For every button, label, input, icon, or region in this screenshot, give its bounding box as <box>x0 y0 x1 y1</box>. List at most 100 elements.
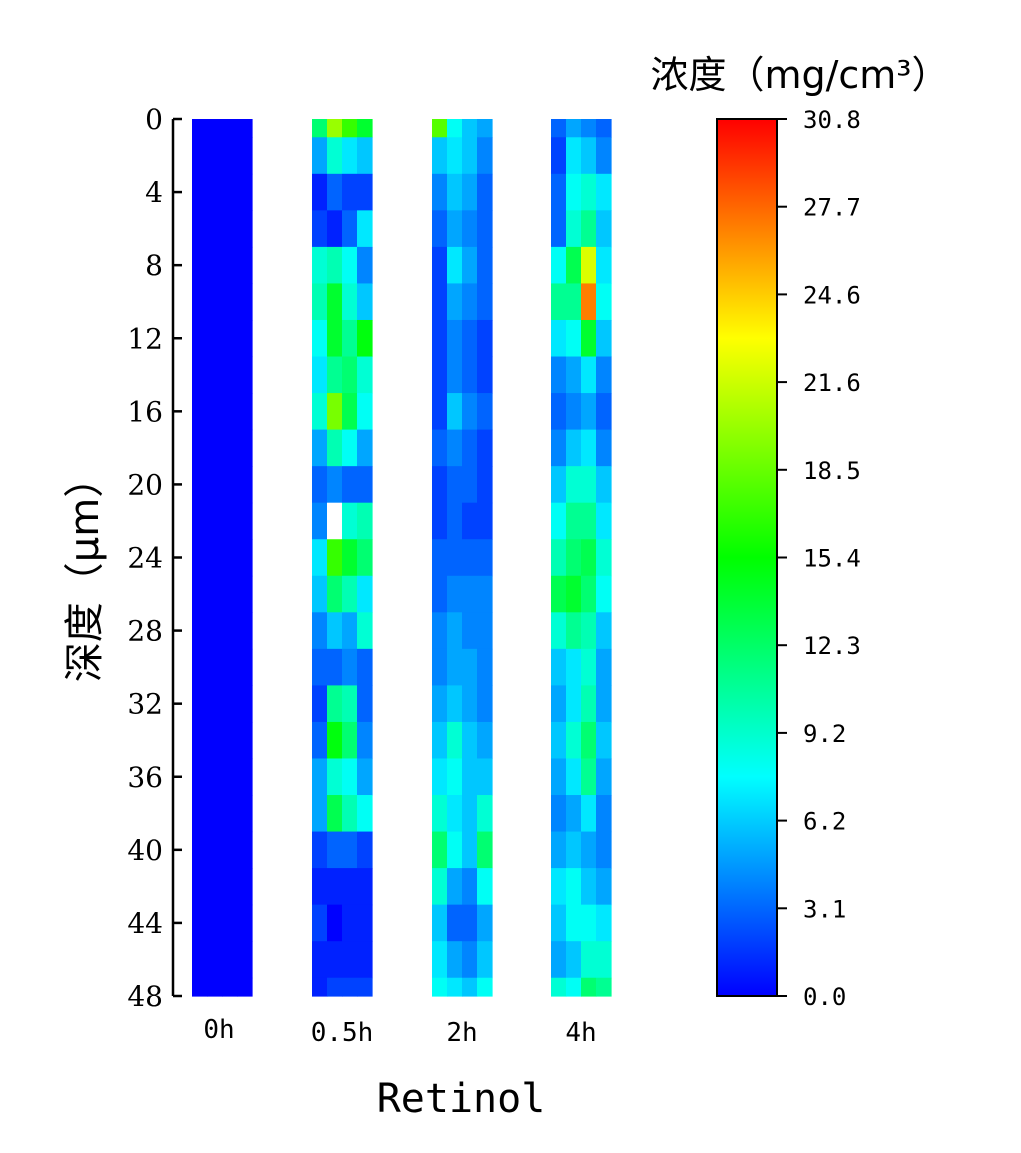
heat-cell <box>222 137 238 175</box>
heat-cell <box>207 648 223 686</box>
colorbar-tick-label: 30.8 <box>803 106 861 134</box>
heat-cell <box>566 283 582 321</box>
heat-cell <box>327 941 343 979</box>
heat-cell <box>581 502 597 540</box>
heat-cell <box>192 502 208 540</box>
heat-cell <box>447 758 463 796</box>
heat-strip-2h <box>432 119 493 997</box>
y-tick-label: 0 <box>145 103 163 136</box>
heat-cell <box>357 393 373 431</box>
colorbar-tick-label: 18.5 <box>803 457 861 485</box>
heat-cell <box>327 466 343 504</box>
column-label: 4h <box>565 1018 596 1048</box>
colorbar-tick-label: 0.0 <box>803 983 846 1011</box>
heat-cell <box>312 977 328 997</box>
heat-cell <box>566 502 582 540</box>
heat-cell <box>566 648 582 686</box>
heat-cell <box>357 868 373 906</box>
heat-cell <box>222 758 238 796</box>
heat-cell <box>192 721 208 760</box>
heat-cell <box>566 356 582 394</box>
heat-cell <box>327 356 343 394</box>
heat-cell <box>551 210 567 248</box>
heat-cell <box>207 246 223 285</box>
heat-cell <box>477 119 493 138</box>
heat-cell <box>327 575 343 613</box>
heat-cell <box>462 173 478 211</box>
heat-cell <box>357 904 373 942</box>
heat-cell <box>327 758 343 796</box>
heat-cell <box>312 319 328 358</box>
heat-cell <box>462 868 478 906</box>
heat-cell <box>327 137 343 175</box>
heat-cell <box>566 685 582 723</box>
heat-cell <box>312 246 328 285</box>
heat-cell <box>432 941 448 979</box>
colorbar: 0.0 3.1 6.2 9.2 12.3 15.4 18.5 21.6 24.6 27.7 30.8 <box>716 106 861 1011</box>
heat-cell <box>462 758 478 796</box>
heat-cell <box>192 831 208 869</box>
heat-cell <box>581 831 597 869</box>
heat-cell <box>192 685 208 723</box>
heat-cell <box>581 685 597 723</box>
heat-cell <box>237 648 253 686</box>
heat-cell <box>596 210 612 248</box>
heat-cell <box>581 137 597 175</box>
heat-cell <box>551 758 567 796</box>
heat-cell <box>207 831 223 869</box>
heat-cell <box>462 502 478 540</box>
heat-cell <box>581 246 597 285</box>
heat-cell <box>596 119 612 138</box>
heat-cell <box>477 173 493 211</box>
heat-cell <box>342 721 358 760</box>
heat-cell <box>192 210 208 248</box>
heat-cell <box>581 393 597 431</box>
heat-cell <box>342 429 358 467</box>
heat-cell <box>327 246 343 285</box>
heat-cell <box>566 977 582 997</box>
heat-cell <box>477 283 493 321</box>
heat-cell <box>312 539 328 577</box>
heat-cell <box>432 210 448 248</box>
heat-cell <box>432 539 448 577</box>
heat-cell <box>357 137 373 175</box>
heat-cell <box>566 137 582 175</box>
heat-cell <box>207 977 223 997</box>
heat-cell <box>207 119 223 138</box>
heat-cell <box>357 539 373 577</box>
heat-cell <box>312 119 328 138</box>
heat-cell <box>447 904 463 942</box>
heat-cell <box>477 539 493 577</box>
heat-cell <box>237 721 253 760</box>
heat-cell <box>192 246 208 285</box>
heat-cell <box>581 119 597 138</box>
heat-cell <box>207 319 223 358</box>
heat-cell <box>566 575 582 613</box>
heat-cell <box>192 977 208 997</box>
heat-cell <box>312 831 328 869</box>
heat-cell <box>237 173 253 211</box>
heat-cell <box>462 977 478 997</box>
heat-cell <box>566 904 582 942</box>
heat-cell <box>327 977 343 997</box>
heat-cell <box>596 648 612 686</box>
heat-cell <box>222 356 238 394</box>
column-label: 0.5h <box>311 1018 374 1048</box>
heat-cell <box>222 173 238 211</box>
heat-cell <box>237 831 253 869</box>
heat-cell <box>477 904 493 942</box>
column-label: 0h <box>203 1015 234 1045</box>
heat-cell <box>327 831 343 869</box>
heat-cell <box>192 393 208 431</box>
heat-cell <box>357 502 373 540</box>
heat-strip-0h <box>192 119 253 997</box>
heat-cell <box>477 612 493 650</box>
heat-cell <box>192 356 208 394</box>
heat-cell <box>327 539 343 577</box>
heat-cell <box>477 758 493 796</box>
heat-strip-4h <box>551 119 612 997</box>
heat-cell <box>357 173 373 211</box>
heat-cell <box>327 868 343 906</box>
heat-cell <box>207 173 223 211</box>
